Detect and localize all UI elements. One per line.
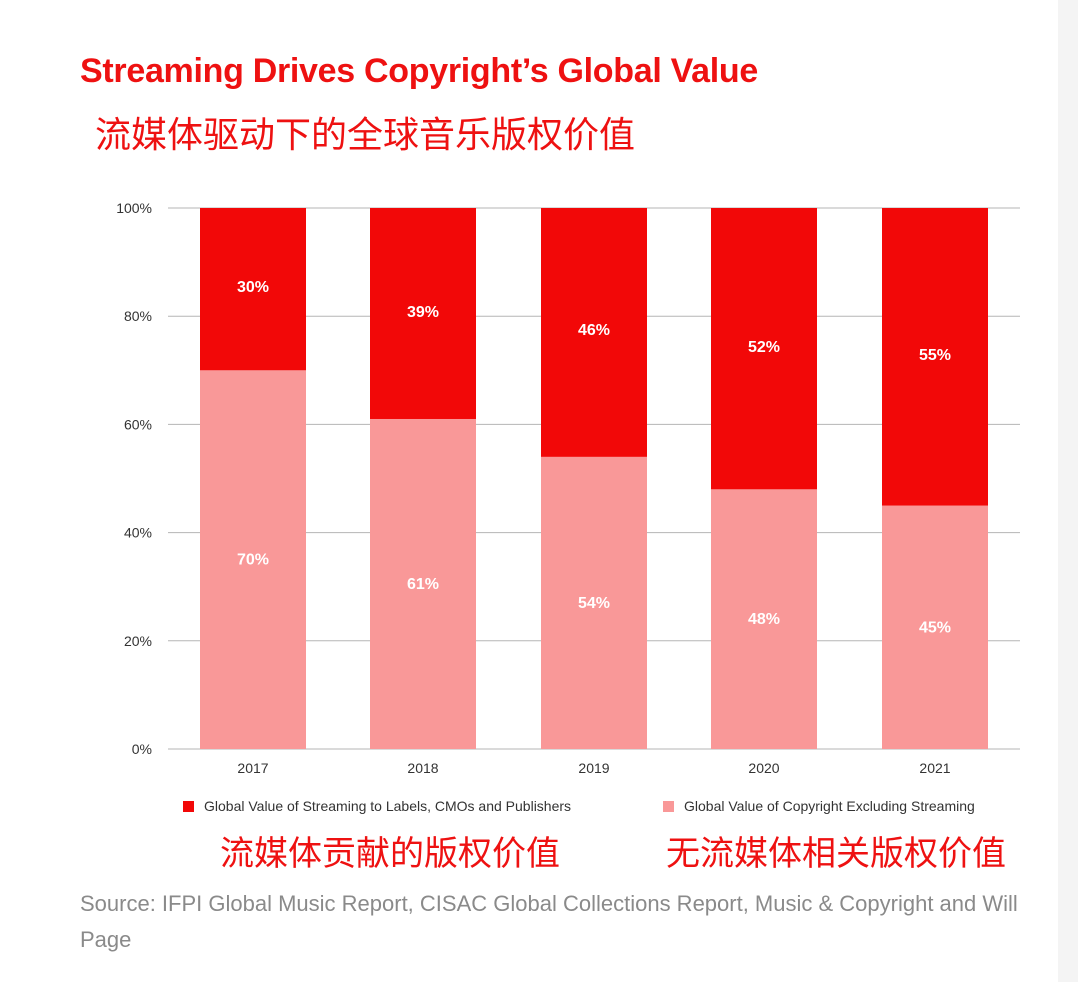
- legend-label-excluding: Global Value of Copyright Excluding Stre…: [684, 798, 975, 814]
- data-label-excluding: 70%: [237, 552, 269, 569]
- legend-swatch-excluding: [663, 800, 674, 812]
- bar-segment-excluding: [541, 456, 647, 749]
- data-label-streaming: 30%: [237, 279, 269, 296]
- y-tick-label: 20%: [124, 633, 152, 649]
- y-tick-label: 60%: [124, 416, 152, 432]
- legend-chinese-streaming: 流媒体贡献的版权价值: [220, 834, 560, 874]
- data-label-excluding: 48%: [748, 611, 780, 628]
- x-tick-label: 2020: [748, 760, 779, 776]
- legend-item-excluding: Global Value of Copyright Excluding Stre…: [663, 798, 975, 814]
- legend-label-streaming: Global Value of Streaming to Labels, CMO…: [204, 798, 572, 814]
- x-tick-label: 2019: [578, 760, 609, 776]
- x-tick-label: 2021: [919, 760, 950, 776]
- data-label-streaming: 52%: [748, 339, 780, 356]
- bar-segment-excluding: [200, 370, 306, 749]
- bar-segment-streaming: [541, 208, 647, 457]
- y-tick-label: 100%: [116, 200, 152, 216]
- bar-segment-streaming: [200, 208, 306, 371]
- chart-subtitle-chinese: 流媒体驱动下的全球音乐版权价值: [95, 115, 636, 156]
- data-label-streaming: 39%: [407, 304, 439, 321]
- y-tick-label: 0%: [132, 741, 152, 757]
- legend-swatch-streaming: [183, 800, 194, 812]
- data-label-excluding: 61%: [407, 576, 439, 593]
- legend-item-streaming: Global Value of Streaming to Labels, CMO…: [183, 798, 571, 814]
- bar-segment-excluding: [882, 505, 988, 749]
- data-label-excluding: 54%: [578, 595, 610, 612]
- x-tick-label: 2018: [407, 760, 438, 776]
- chart-title: Streaming Drives Copyright’s Global Valu…: [80, 52, 758, 90]
- data-label-streaming: 46%: [578, 322, 610, 339]
- bar-segment-streaming: [711, 208, 817, 490]
- bar-segment-excluding: [711, 489, 817, 749]
- stacked-bar-chart: 0% 20% 40% 60% 80% 100% 2017 2018 2019 2020 2021 70…: [116, 200, 1020, 776]
- y-tick-label: 80%: [124, 308, 152, 324]
- x-tick-label: 2017: [237, 760, 268, 776]
- page-edge-strip: [1058, 0, 1078, 982]
- bar-segment-excluding: [370, 418, 476, 749]
- bar-segment-streaming: [370, 208, 476, 419]
- data-label-streaming: 55%: [919, 347, 951, 364]
- data-label-excluding: 45%: [919, 619, 951, 636]
- legend-chinese-excluding: 无流媒体相关版权价值: [666, 834, 1006, 874]
- y-tick-label: 40%: [124, 525, 152, 541]
- source-note: Source: IFPI Global Music Report, CISAC …: [80, 891, 1018, 952]
- bar-segment-streaming: [882, 208, 988, 506]
